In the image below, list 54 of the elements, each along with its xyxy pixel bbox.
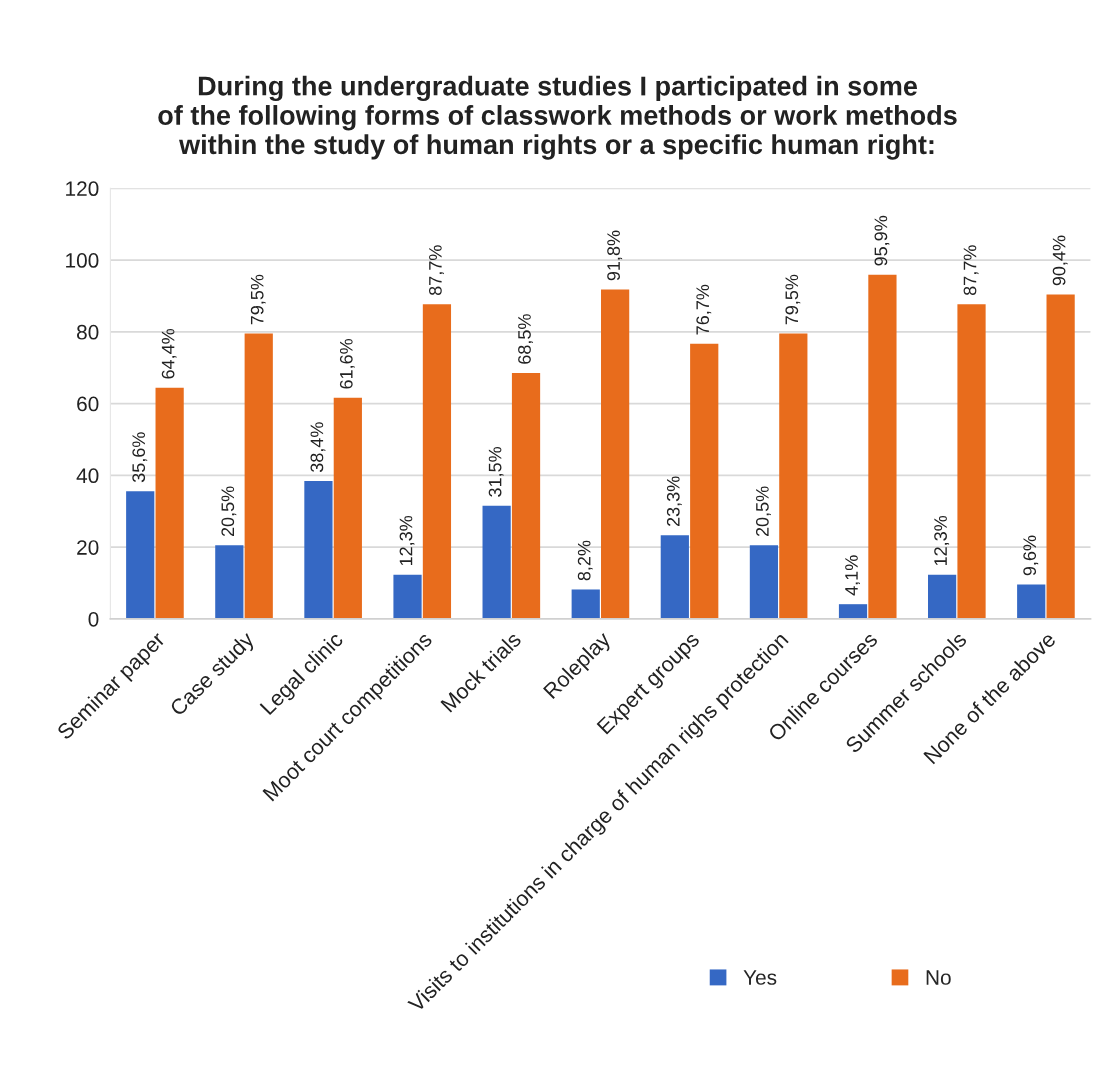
data-label: 64,4% — [161, 328, 177, 379]
data-label: 8,2% — [577, 540, 593, 581]
bar — [393, 574, 422, 619]
data-label: 68,5% — [518, 314, 534, 364]
data-label: 20,5% — [755, 486, 771, 537]
data-label: 61,6% — [339, 338, 355, 389]
data-label: 31,5% — [488, 446, 504, 497]
bar — [690, 343, 719, 619]
data-label: 12,3% — [399, 515, 415, 566]
data-label: 79,5% — [250, 274, 266, 325]
data-label: 20,5% — [221, 486, 237, 537]
bar — [868, 274, 897, 619]
data-label: 9,6% — [1023, 535, 1039, 576]
bar — [511, 373, 541, 619]
y-tick-label: 40 — [76, 468, 99, 484]
data-label: 91,8% — [607, 230, 623, 281]
bar — [304, 481, 333, 619]
data-label: 87,7% — [428, 245, 444, 296]
y-tick-label: 120 — [66, 181, 99, 197]
bar — [779, 333, 808, 619]
legend-label: Yes — [743, 970, 777, 985]
data-label: 79,5% — [785, 274, 801, 325]
data-label: 95,9% — [874, 215, 890, 266]
legend-label: No — [926, 970, 951, 985]
bar — [660, 535, 689, 619]
bar — [422, 304, 452, 619]
bar — [1046, 294, 1075, 619]
data-label: 76,7% — [696, 284, 712, 335]
bar — [601, 289, 630, 619]
bar — [957, 304, 986, 619]
bar — [571, 589, 600, 619]
y-tick-label: 100 — [66, 253, 99, 268]
data-label: 12,3% — [934, 515, 950, 566]
bar — [244, 333, 273, 619]
data-label: 90,4% — [1052, 235, 1068, 286]
data-label: 35,6% — [132, 432, 148, 483]
y-tick-label: 60 — [77, 396, 99, 412]
bar — [333, 397, 362, 619]
bar — [928, 574, 957, 619]
bar — [838, 604, 868, 619]
y-tick-label: 20 — [77, 540, 99, 555]
chart-title: During the undergraduate studies I participated in some of the following forms of classwork methods or work methods within the study of human rights or a specific human right: — [158, 75, 957, 160]
y-tick-label: 0 — [88, 611, 99, 627]
bar — [155, 387, 184, 619]
bar — [1017, 584, 1046, 619]
data-label: 38,4% — [310, 422, 326, 473]
data-label: 23,3% — [666, 476, 682, 527]
y-tick-label: 80 — [77, 324, 99, 340]
data-label: 4,1% — [845, 555, 860, 596]
bar — [126, 491, 155, 619]
bar — [215, 545, 244, 619]
bar — [749, 545, 779, 619]
data-label: 87,7% — [963, 245, 979, 296]
bar — [482, 505, 511, 619]
